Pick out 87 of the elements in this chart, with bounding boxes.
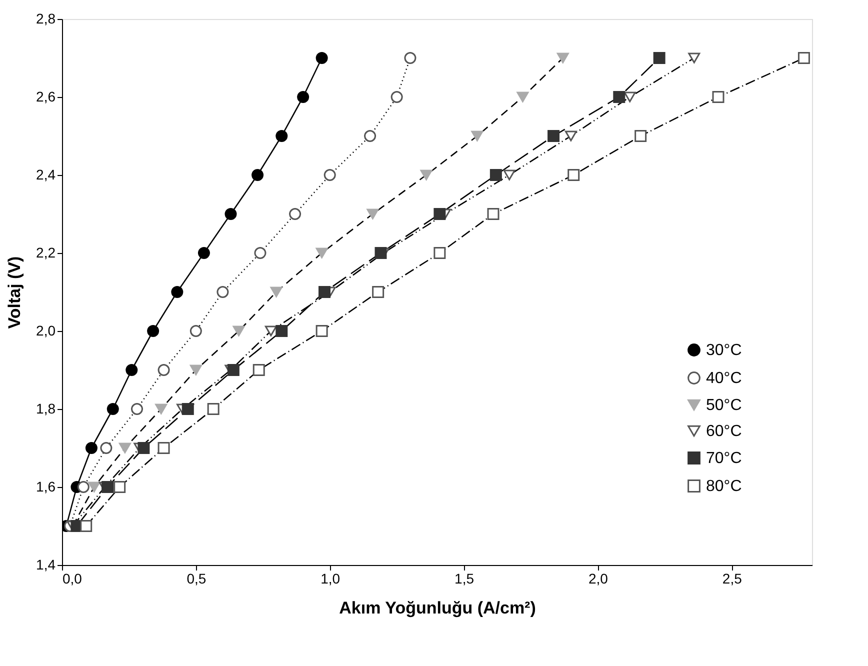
y-tick-label: 1,4 [36, 556, 56, 572]
point [556, 52, 569, 64]
point [216, 286, 229, 298]
point [297, 91, 310, 103]
point [364, 130, 376, 142]
point [390, 91, 403, 103]
point [118, 442, 131, 454]
point [232, 326, 245, 336]
point [276, 325, 288, 337]
x-tick-label: 0,5 [186, 570, 206, 586]
point [276, 130, 288, 142]
point [316, 52, 328, 64]
point [324, 169, 336, 181]
x-tick-label: 2,0 [588, 570, 608, 586]
legend-label: 80°C [706, 478, 742, 495]
point [131, 403, 143, 415]
point [155, 404, 168, 414]
point [372, 286, 384, 298]
y-axis-title: Voltaj (V) [5, 256, 24, 329]
point [516, 92, 529, 102]
point [80, 520, 92, 532]
point [158, 442, 170, 454]
legend-label: 60°C [706, 423, 742, 440]
point [434, 208, 446, 220]
legend-label: 50°C [706, 397, 742, 414]
x-axis-title: Akım Yoğunluğu (A/cm²) [339, 598, 536, 618]
point [77, 481, 90, 493]
x-tick-label: 1,0 [320, 570, 340, 586]
point [564, 130, 577, 142]
point [85, 442, 98, 454]
y-tick-label: 1,8 [36, 400, 56, 416]
point [653, 52, 666, 64]
point [634, 130, 647, 142]
point [712, 91, 724, 103]
point [126, 364, 138, 376]
legend-label: 30°C [706, 342, 742, 359]
point [471, 130, 484, 142]
point [270, 286, 282, 298]
y-tick-label: 2,2 [36, 244, 56, 260]
point [568, 169, 580, 181]
point [207, 403, 220, 415]
point [198, 247, 210, 259]
point [190, 364, 202, 376]
y-tick-label: 2,6 [36, 88, 56, 104]
point [227, 364, 240, 376]
legend-label: 40°C [706, 370, 742, 387]
point [106, 403, 119, 415]
point [316, 248, 328, 258]
y-tick-label: 2,4 [36, 166, 56, 182]
point [224, 208, 237, 220]
point [114, 481, 126, 493]
point [366, 208, 379, 220]
point [88, 482, 100, 492]
point [147, 325, 160, 337]
point [264, 326, 277, 336]
legend-label: 70°C [706, 450, 742, 467]
point [182, 403, 194, 415]
y-tick-label: 2,8 [36, 10, 56, 26]
point [252, 364, 265, 376]
x-tick-label: 1,5 [454, 570, 474, 586]
point [171, 286, 184, 298]
point [404, 52, 416, 64]
point [102, 481, 114, 493]
point [252, 169, 264, 181]
point [434, 247, 446, 259]
point [487, 208, 500, 220]
point [688, 52, 700, 64]
y-tick-label: 2,0 [36, 322, 56, 338]
point [798, 52, 810, 64]
point [420, 170, 432, 180]
point [490, 169, 502, 181]
point [254, 247, 266, 259]
point [138, 442, 150, 454]
point [190, 325, 202, 337]
point [100, 442, 112, 454]
point [289, 208, 302, 220]
point [548, 130, 560, 142]
point [374, 247, 387, 259]
point [316, 325, 328, 337]
point [318, 286, 330, 298]
point [503, 170, 516, 180]
point [158, 364, 170, 376]
x-tick-label: 2,5 [722, 570, 742, 586]
point [624, 92, 636, 102]
point [613, 91, 626, 103]
y-tick-label: 1,6 [36, 478, 56, 494]
x-tick-label: 0,0 [62, 570, 82, 586]
